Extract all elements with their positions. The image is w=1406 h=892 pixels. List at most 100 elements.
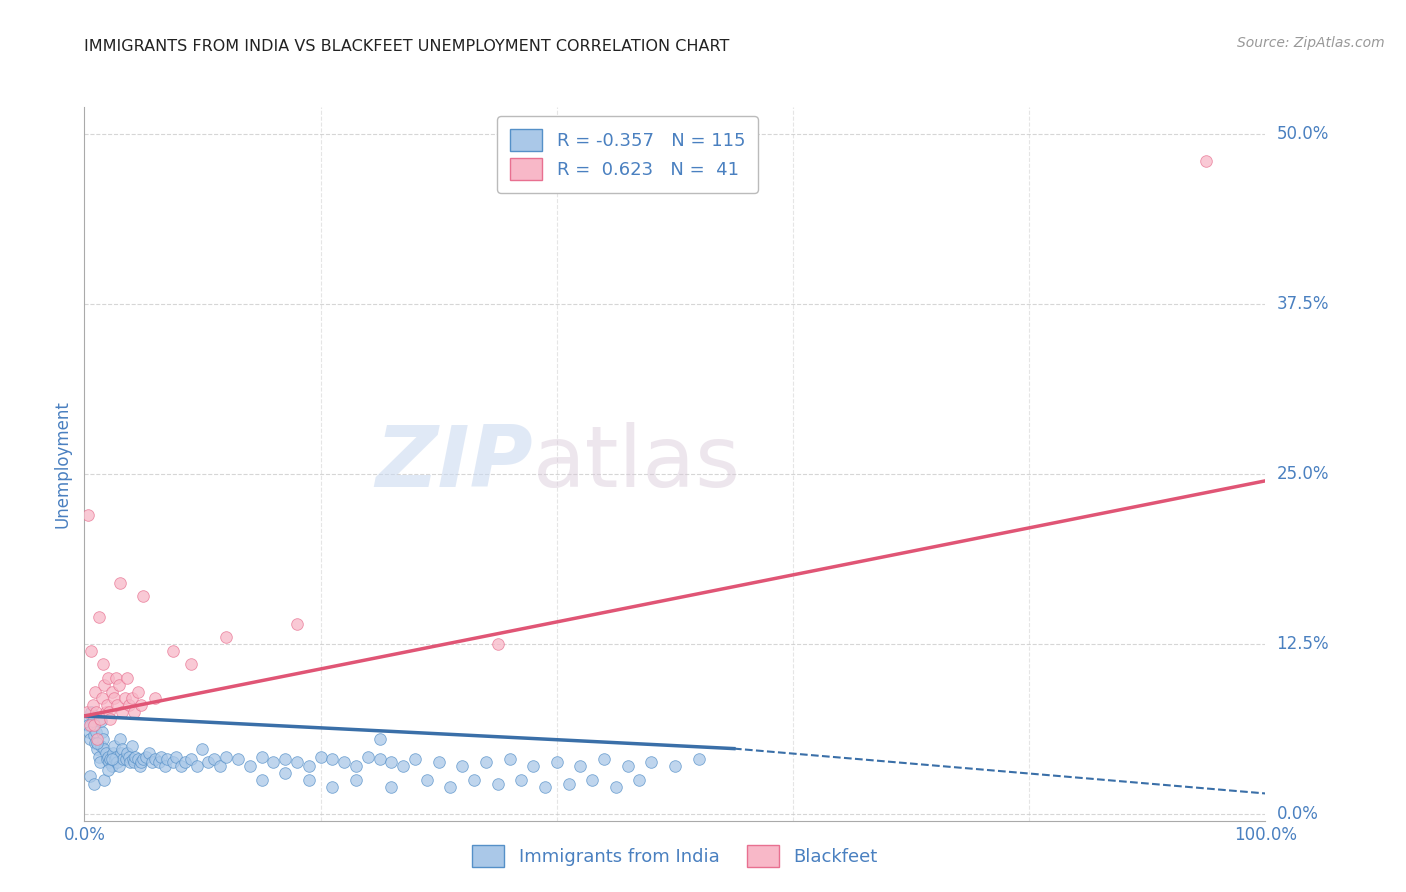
Point	[79, 769, 101, 783]
Point	[416, 772, 439, 787]
Text: ZIP: ZIP	[375, 422, 533, 506]
Point	[115, 671, 138, 685]
Point	[118, 698, 141, 712]
Point	[148, 755, 170, 769]
Point	[250, 772, 273, 787]
Point	[127, 684, 149, 698]
Point	[250, 749, 273, 764]
Point	[89, 712, 111, 726]
Point	[83, 718, 105, 732]
Point	[262, 755, 284, 769]
Point	[143, 752, 166, 766]
Point	[298, 772, 321, 787]
Point	[96, 752, 118, 766]
Point	[557, 777, 579, 791]
Point	[115, 746, 138, 760]
Point	[107, 759, 129, 773]
Point	[112, 752, 135, 766]
Point	[105, 749, 128, 764]
Point	[138, 746, 160, 760]
Point	[274, 752, 297, 766]
Point	[321, 780, 343, 794]
Point	[122, 705, 145, 719]
Point	[380, 780, 402, 794]
Point	[108, 732, 131, 747]
Point	[427, 755, 450, 769]
Point	[87, 609, 110, 624]
Point	[94, 746, 117, 760]
Point	[80, 644, 103, 658]
Point	[209, 759, 232, 773]
Point	[118, 749, 141, 764]
Point	[114, 752, 136, 766]
Point	[97, 764, 120, 778]
Point	[309, 749, 332, 764]
Point	[93, 678, 115, 692]
Point	[129, 698, 152, 712]
Point	[593, 752, 616, 766]
Legend: Immigrants from India, Blackfeet: Immigrants from India, Blackfeet	[463, 836, 887, 876]
Point	[105, 671, 128, 685]
Point	[91, 725, 114, 739]
Point	[121, 739, 143, 753]
Point	[79, 718, 101, 732]
Point	[108, 575, 131, 590]
Point	[86, 736, 108, 750]
Point	[344, 759, 367, 773]
Point	[475, 755, 498, 769]
Point	[392, 759, 415, 773]
Point	[344, 772, 367, 787]
Point	[162, 755, 184, 769]
Point	[143, 691, 166, 706]
Point	[124, 749, 146, 764]
Point	[202, 752, 225, 766]
Point	[86, 741, 108, 756]
Point	[156, 752, 179, 766]
Point	[498, 752, 520, 766]
Point	[100, 759, 122, 773]
Point	[91, 732, 114, 747]
Text: 25.0%: 25.0%	[1277, 465, 1329, 483]
Point	[79, 732, 101, 747]
Point	[77, 725, 100, 739]
Point	[510, 772, 533, 787]
Point	[98, 705, 121, 719]
Point	[285, 755, 308, 769]
Point	[84, 684, 107, 698]
Point	[98, 755, 121, 769]
Text: IMMIGRANTS FROM INDIA VS BLACKFEET UNEMPLOYMENT CORRELATION CHART: IMMIGRANTS FROM INDIA VS BLACKFEET UNEMP…	[84, 38, 730, 54]
Point	[103, 739, 125, 753]
Point	[76, 705, 98, 719]
Point	[76, 712, 98, 726]
Point	[215, 630, 238, 644]
Point	[98, 712, 121, 726]
Point	[83, 777, 105, 791]
Point	[162, 644, 184, 658]
Point	[486, 777, 509, 791]
Point	[357, 749, 380, 764]
Point	[616, 759, 638, 773]
Point	[141, 755, 163, 769]
Point	[101, 746, 124, 760]
Point	[226, 752, 249, 766]
Point	[581, 772, 603, 787]
Point	[93, 741, 115, 756]
Point	[170, 759, 193, 773]
Point	[191, 741, 214, 756]
Point	[298, 759, 321, 773]
Point	[107, 698, 129, 712]
Point	[83, 728, 105, 742]
Point	[132, 590, 155, 604]
Point	[94, 705, 117, 719]
Point	[534, 780, 557, 794]
Point	[153, 759, 176, 773]
Point	[664, 759, 686, 773]
Point	[121, 752, 143, 766]
Point	[82, 714, 104, 729]
Point	[90, 714, 112, 729]
Point	[103, 691, 125, 706]
Point	[569, 759, 592, 773]
Point	[84, 736, 107, 750]
Point	[197, 755, 219, 769]
Point	[321, 752, 343, 766]
